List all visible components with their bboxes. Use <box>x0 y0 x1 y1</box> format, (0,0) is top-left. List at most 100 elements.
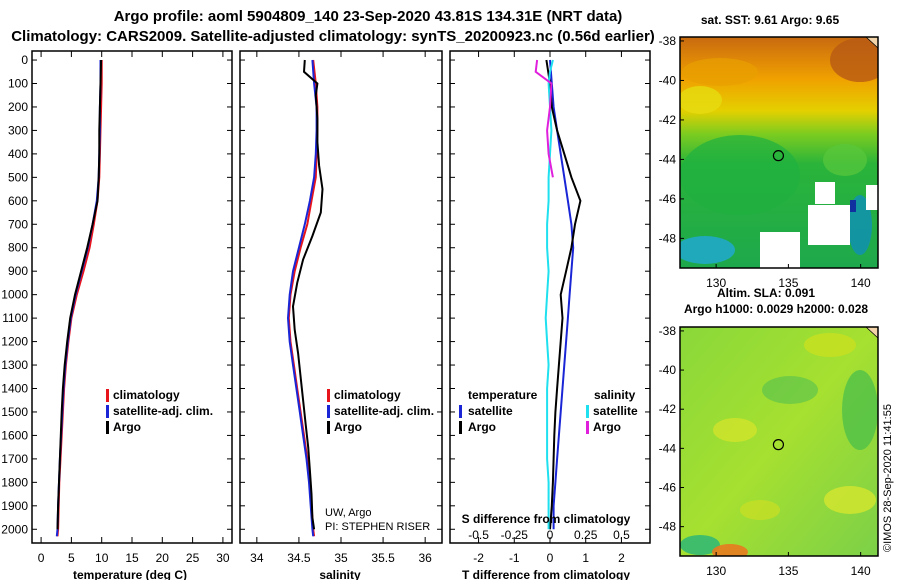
depth-tick-label: 800 <box>8 241 28 255</box>
depth-tick-label: 1900 <box>1 499 28 513</box>
depth-tick-label: 600 <box>8 194 28 208</box>
x-tick-label: 20 <box>156 551 170 565</box>
difference-legend: temperature salinity satellite Argo sate… <box>459 388 638 434</box>
map-x-tick-label: 135 <box>778 276 798 290</box>
s-tick-label: -0.5 <box>468 528 489 542</box>
x-tick-label: 2 <box>618 551 625 565</box>
s-tick-label: 0.25 <box>574 528 598 542</box>
map-x-tick-label: 135 <box>778 564 798 578</box>
legend-sal-argo-swatch <box>586 421 589 434</box>
series-line-climatology <box>56 60 103 537</box>
legend-climatology-label: climatology <box>113 388 180 402</box>
map-x-tick-label: 140 <box>851 276 871 290</box>
legend-argo-label: Argo <box>113 420 141 434</box>
sla-land <box>865 327 878 339</box>
sst-blue-patch <box>680 236 735 264</box>
salinity-legend: climatology satellite-adj. clim. Argo <box>327 388 434 434</box>
depth-tick-label: 1600 <box>1 428 28 442</box>
legend-satellite-adj-swatch <box>106 405 109 418</box>
map-y-tick-label: -46 <box>659 192 677 206</box>
legend-climatology-label: climatology <box>334 388 401 402</box>
s-tick-label: -0.25 <box>501 528 529 542</box>
depth-tick-label: 1300 <box>1 358 28 372</box>
sla-warm-patch <box>712 544 748 556</box>
map-x-tick-label: 140 <box>851 564 871 578</box>
legend-sal-argo-label: Argo <box>593 420 621 434</box>
depth-tick-label: 2000 <box>1 522 28 536</box>
salinity-panel: 34 34.5 35 35.5 36 salinity climatology sate… <box>239 50 443 580</box>
sst-no-data <box>866 185 878 210</box>
sst-land <box>865 37 878 49</box>
depth-tick-label: 200 <box>8 100 28 114</box>
series-line-argo <box>291 59 324 530</box>
legend-satellite-adj-label: satellite-adj. clim. <box>113 404 213 418</box>
series-line-temperature-satellite <box>549 59 575 530</box>
sst-warm-patch <box>830 38 878 82</box>
sla-map-title-line2: Argo h1000: 0.0029 h2000: 0.028 <box>684 302 868 316</box>
temperature-xlabel: temperature (deg C) <box>73 568 187 580</box>
sst-map-title: sat. SST: 9.61 Argo: 9.65 <box>701 13 840 27</box>
salinity-series <box>286 59 324 537</box>
sla-map-title-line1: Altim. SLA: 0.091 <box>717 286 815 300</box>
sla-yellow-patch <box>824 486 876 514</box>
sst-map-axes: -38 -40 -42 -44 -46 -48 130 135 140 <box>659 34 871 290</box>
map-y-tick-label: -42 <box>659 402 677 416</box>
map-y-tick-label: -48 <box>659 231 677 245</box>
sla-map-frame <box>679 326 879 557</box>
difference-xlabel: T difference from climatology <box>462 568 630 580</box>
legend-climatology-swatch <box>106 389 109 402</box>
depth-tick-label: 1800 <box>1 475 28 489</box>
depth-tick-label: 1100 <box>2 311 28 325</box>
map-y-tick-label: -38 <box>659 34 677 48</box>
map-y-tick-label: -40 <box>659 363 677 377</box>
legend-salinity-header: salinity <box>594 388 636 402</box>
depth-tick-label: 100 <box>8 77 28 91</box>
legend-climatology-swatch <box>327 389 330 402</box>
temperature-plot-frame <box>31 50 233 544</box>
sst-no-data <box>815 182 835 204</box>
sla-argo-location-marker <box>772 439 785 451</box>
sla-yellow-patch <box>713 418 757 442</box>
sst-map-frame <box>679 36 879 269</box>
x-tick-label: 15 <box>125 551 139 565</box>
depth-tick-label: 700 <box>8 217 28 231</box>
x-tick-label: 35.5 <box>371 551 395 565</box>
depth-tick-label: 1700 <box>1 452 28 466</box>
sla-map-axes: -38 -40 -42 -44 -46 -48 130 135 140 <box>659 324 871 578</box>
map-y-tick-label: -42 <box>659 113 677 127</box>
series-line-temperature-argo <box>545 59 582 530</box>
salinity-difference-label: S difference from climatology <box>462 512 631 526</box>
legend-temperature-header: temperature <box>468 388 538 402</box>
x-tick-label: 1 <box>582 551 589 565</box>
sla-field <box>680 327 878 556</box>
salinity-plot-frame <box>239 50 443 544</box>
sla-map-panel: Altim. SLA: 0.091 Argo h1000: 0.0029 h20… <box>659 286 879 578</box>
temperature-legend: climatology satellite-adj. clim. Argo <box>106 388 213 434</box>
x-tick-label: 36 <box>418 551 432 565</box>
series-line-satellite-adj-clim- <box>286 59 318 537</box>
sst-no-data <box>760 232 800 268</box>
x-tick-label: -1 <box>509 551 520 565</box>
legend-temp-argo-label: Argo <box>468 420 496 434</box>
pi-annotation: PI: STEPHEN RISER <box>325 521 430 533</box>
x-tick-label: 0 <box>547 551 554 565</box>
x-tick-label: 35 <box>334 551 348 565</box>
series-line-salinity-satellite <box>544 59 554 530</box>
sst-light-green-patch <box>823 144 867 176</box>
map-y-tick-label: -44 <box>659 441 677 455</box>
depth-tick-label: 1500 <box>1 405 28 419</box>
data-source-annotation: UW, Argo <box>325 507 371 519</box>
sst-cold-pixel <box>850 200 856 212</box>
legend-satellite-adj-label: satellite-adj. clim. <box>334 404 434 418</box>
sst-yellow-patch <box>680 86 722 114</box>
x-tick-label: -2 <box>473 551 484 565</box>
x-tick-label: 30 <box>216 551 230 565</box>
map-y-tick-label: -48 <box>659 520 677 534</box>
difference-series <box>534 59 582 530</box>
salinity-difference-ticks: -0.5 -0.25 0 0.25 0.5 <box>468 528 630 542</box>
sla-green-patch <box>842 370 878 450</box>
x-tick-label: 34.5 <box>287 551 311 565</box>
sla-cool-patch <box>680 535 720 555</box>
s-tick-label: 0.5 <box>613 528 630 542</box>
